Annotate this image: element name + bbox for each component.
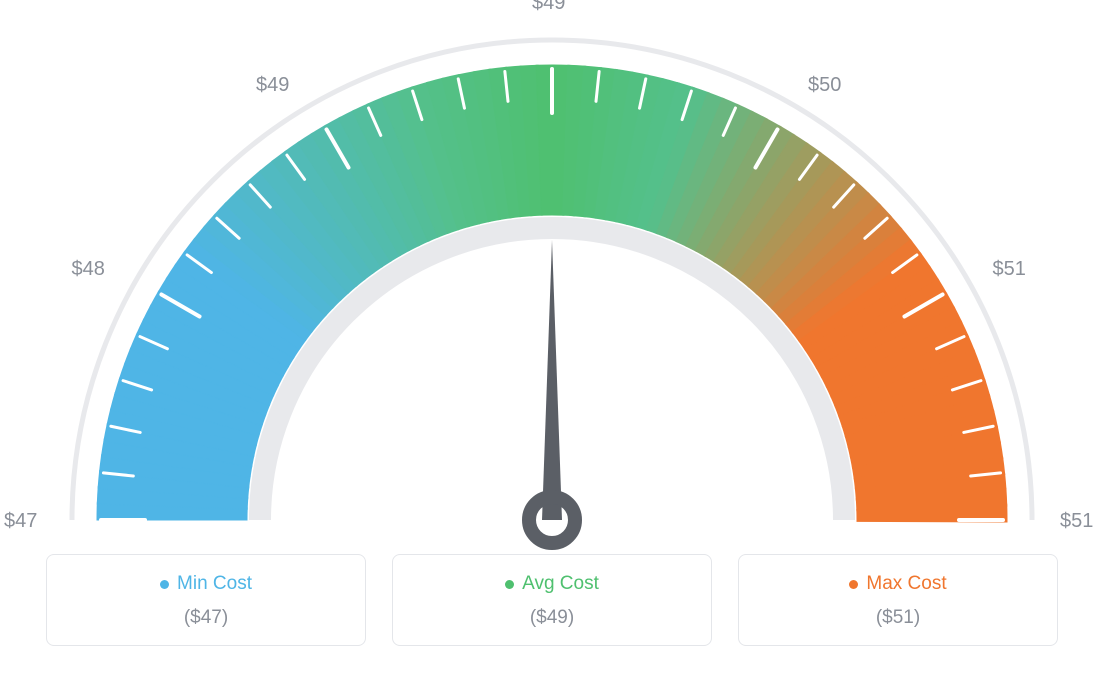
legend-title-min: Min Cost xyxy=(160,573,252,595)
legend-value-max: ($51) xyxy=(739,607,1057,629)
legend-value-avg: ($49) xyxy=(393,607,711,629)
gauge-tick-label: $50 xyxy=(808,74,841,97)
legend-dot-avg xyxy=(505,580,514,589)
legend-card-avg: Avg Cost ($49) xyxy=(392,554,712,646)
gauge-needle xyxy=(542,240,562,520)
gauge-tick-label: $51 xyxy=(992,258,1025,281)
gauge-svg xyxy=(0,0,1104,560)
legend-title-avg: Avg Cost xyxy=(505,573,599,595)
legend-label-max: Max Cost xyxy=(866,573,946,595)
gauge-tick-label: $49 xyxy=(532,0,565,15)
legend-label-min: Min Cost xyxy=(177,573,252,595)
legend-row: Min Cost ($47) Avg Cost ($49) Max Cost (… xyxy=(0,554,1104,646)
gauge-chart: $47 $48 $49 $49 $50 $51 $51 xyxy=(0,0,1104,560)
legend-title-max: Max Cost xyxy=(849,573,946,595)
legend-dot-max xyxy=(849,580,858,589)
legend-dot-min xyxy=(160,580,169,589)
gauge-tick-label: $51 xyxy=(1060,510,1093,533)
gauge-tick-label: $49 xyxy=(256,74,289,97)
legend-label-avg: Avg Cost xyxy=(522,573,599,595)
gauge-tick-label: $47 xyxy=(4,510,37,533)
legend-card-min: Min Cost ($47) xyxy=(46,554,366,646)
legend-card-max: Max Cost ($51) xyxy=(738,554,1058,646)
legend-value-min: ($47) xyxy=(47,607,365,629)
gauge-tick-label: $48 xyxy=(72,258,105,281)
